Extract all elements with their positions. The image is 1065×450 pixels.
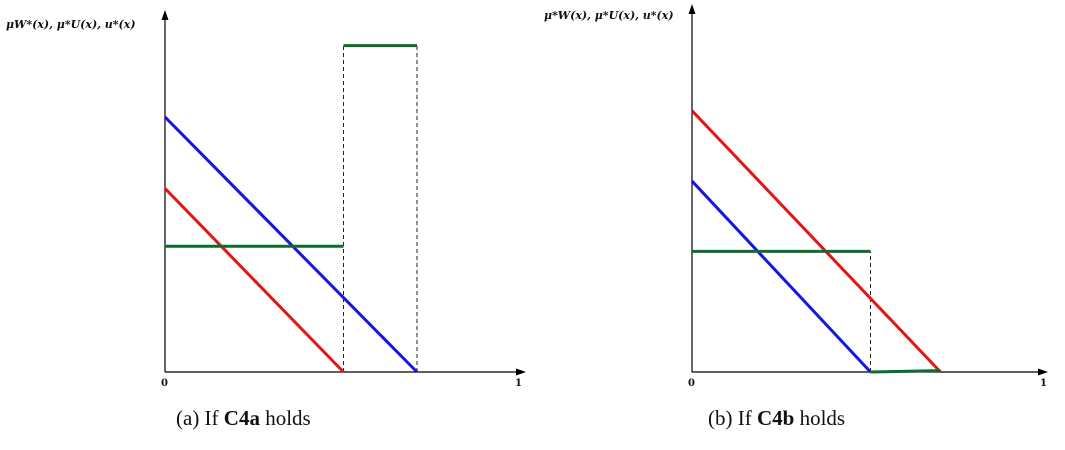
panel-a-series-1-segment-0 (163, 187, 345, 374)
panel-a-caption: (a) If C4a holds (176, 406, 311, 430)
panel-a-y-axis-label: μW*(x), μ*U(x), u*(x) (6, 18, 136, 31)
panel-a-x-tick-0: 0 (161, 378, 168, 389)
panel-b-x-tick-0: 0 (688, 378, 695, 389)
panel-b-series-1-segment-0 (690, 180, 872, 374)
panel-b-caption: (b) If C4b holds (708, 406, 846, 430)
panel-b-x-arrowhead (1038, 368, 1048, 376)
panel-a-x-tick-1: 1 (515, 378, 522, 389)
panel-a-series-0-segment-0 (163, 115, 419, 374)
panel-a-y-arrowhead (161, 10, 169, 20)
panel-b-marks (690, 109, 942, 374)
panel-a: μW*(x), μ*U(x), u*(x) 0 1 (6, 10, 526, 389)
panel-b-x-tick-1: 1 (1040, 378, 1047, 389)
panel-a-marks (163, 44, 419, 374)
panel-b-y-axis-label: μ*W(x), μ*U(x), u*(x) (544, 9, 674, 22)
panel-b-series-2-segment-1 (870, 369, 941, 374)
panel-b: μ*W(x), μ*U(x), u*(x) 0 1 (544, 4, 1048, 389)
panel-b-y-arrowhead (688, 4, 696, 14)
figure: μW*(x), μ*U(x), u*(x) 0 1 μ*W(x), μ*U(x)… (6, 4, 1048, 389)
panel-a-x-arrowhead (516, 368, 526, 376)
panel-b-series-0-segment-0 (690, 109, 942, 374)
